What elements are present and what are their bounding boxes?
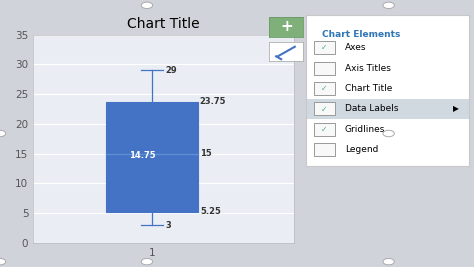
Text: 23.75: 23.75 xyxy=(200,97,227,106)
Text: Axes: Axes xyxy=(345,43,366,52)
Text: Data Labels: Data Labels xyxy=(345,104,399,113)
FancyBboxPatch shape xyxy=(314,103,335,115)
Text: Chart Title: Chart Title xyxy=(345,84,392,93)
FancyBboxPatch shape xyxy=(314,123,335,136)
Bar xyxy=(106,102,198,212)
Text: 15: 15 xyxy=(200,149,211,158)
Text: ✓: ✓ xyxy=(321,125,328,134)
FancyBboxPatch shape xyxy=(314,143,335,156)
Text: 3: 3 xyxy=(165,221,171,230)
FancyBboxPatch shape xyxy=(314,62,335,74)
Text: 5.25: 5.25 xyxy=(200,207,221,216)
FancyBboxPatch shape xyxy=(314,41,335,54)
Text: 14.75: 14.75 xyxy=(129,151,155,160)
Text: Legend: Legend xyxy=(345,145,378,154)
Text: Gridlines: Gridlines xyxy=(345,125,385,134)
Text: ▶: ▶ xyxy=(453,104,459,113)
Text: ✓: ✓ xyxy=(321,84,328,93)
Title: Chart Title: Chart Title xyxy=(127,17,200,31)
Text: ✓: ✓ xyxy=(321,104,328,113)
Text: Axis Titles: Axis Titles xyxy=(345,64,391,73)
Text: +: + xyxy=(280,19,292,34)
Text: Chart Elements: Chart Elements xyxy=(322,30,401,39)
Text: ✓: ✓ xyxy=(321,43,328,52)
FancyBboxPatch shape xyxy=(314,82,335,95)
FancyBboxPatch shape xyxy=(306,99,469,119)
Text: 29: 29 xyxy=(165,66,177,75)
